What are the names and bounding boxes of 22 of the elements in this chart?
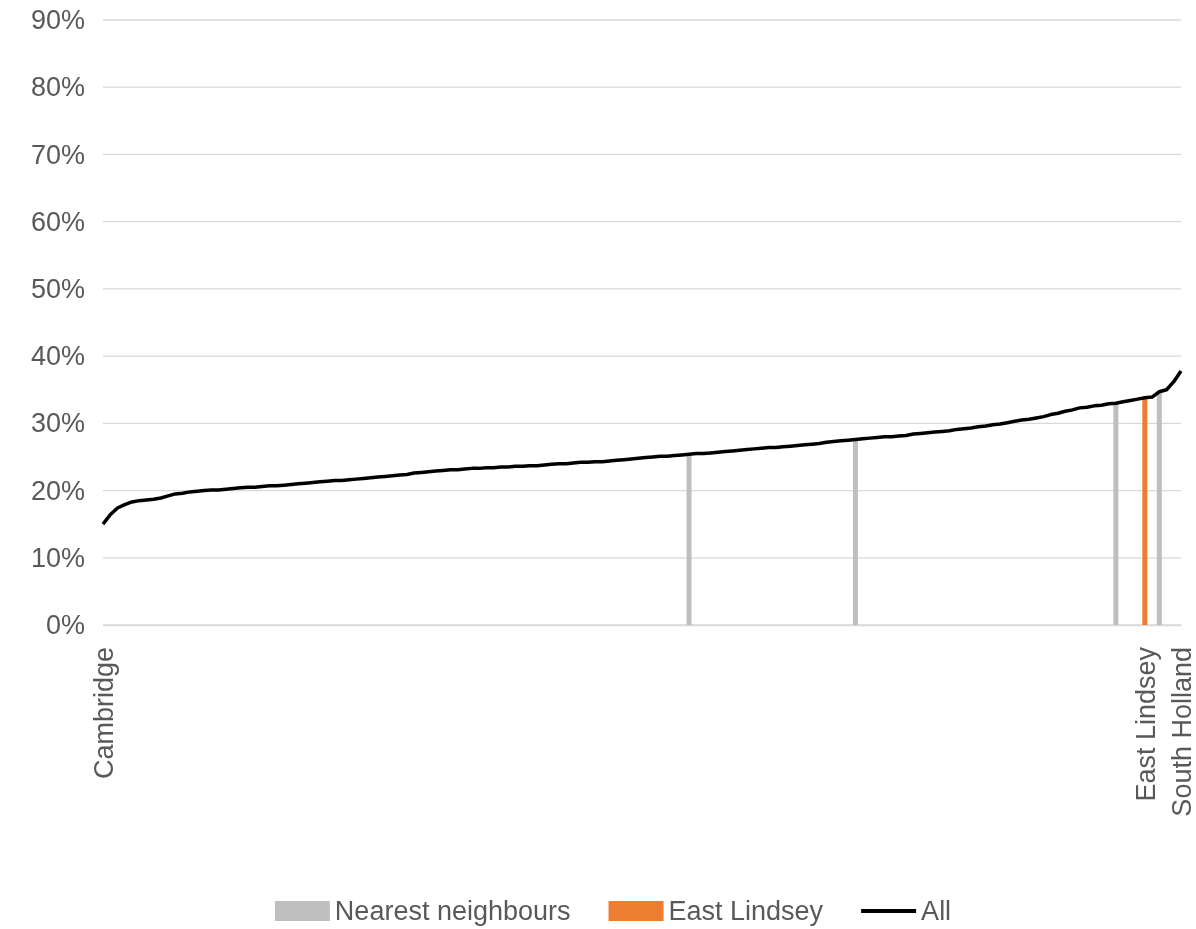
y-tick-label: 60% [30, 206, 85, 237]
y-tick-label: 20% [30, 475, 85, 506]
y-tick-label: 10% [30, 542, 85, 573]
bar [1142, 397, 1148, 625]
y-tick-label: 0% [45, 610, 85, 641]
y-tick-label: 30% [30, 408, 85, 439]
legend-label: East Lindsey [668, 896, 824, 927]
y-tick-label: 50% [30, 274, 85, 305]
legend-label: All [921, 896, 952, 927]
x-tick-label: Cambridge [88, 647, 119, 780]
bar [686, 454, 692, 625]
y-tick-label: 80% [30, 72, 85, 103]
legend-label: Nearest neighbours [334, 896, 571, 927]
x-tick-label: East Lindsey [1130, 646, 1161, 802]
bar [1156, 391, 1162, 625]
bar [1113, 403, 1119, 625]
x-tick-label: South Holland [1166, 647, 1196, 817]
line-series [101, 369, 1183, 526]
y-tick-label: 90% [30, 5, 85, 36]
y-tick-label: 40% [30, 341, 85, 372]
y-tick-label: 70% [30, 139, 85, 170]
bar [852, 439, 858, 625]
